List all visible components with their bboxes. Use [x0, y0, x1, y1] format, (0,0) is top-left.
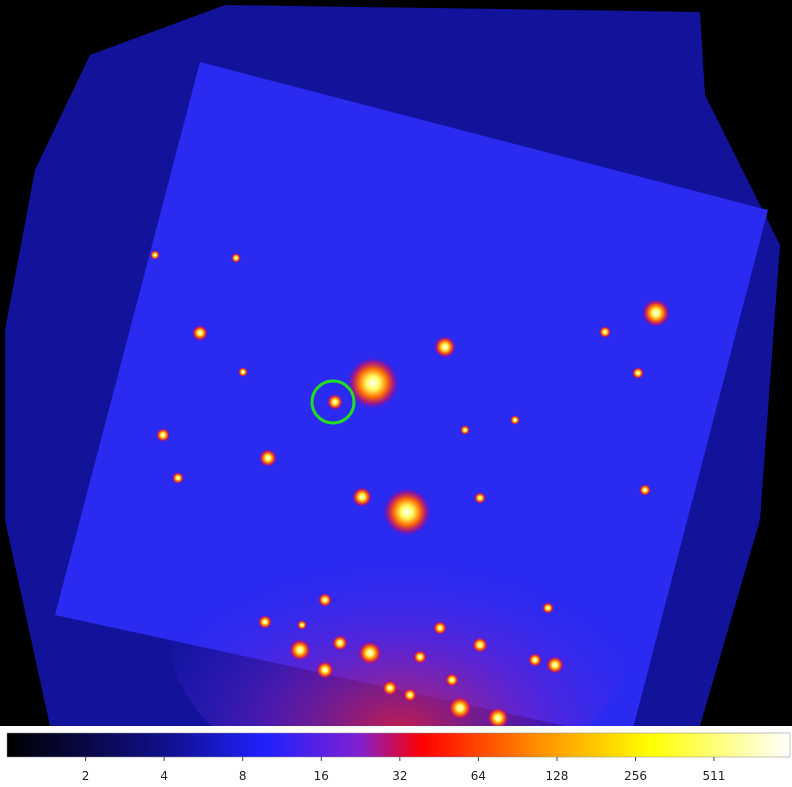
point-source	[403, 688, 417, 702]
point-source	[318, 593, 332, 607]
tick-label: 64	[471, 769, 486, 783]
point-source	[238, 367, 248, 377]
image	[0, 0, 792, 787]
point-source	[474, 492, 486, 504]
point-source	[413, 650, 427, 664]
point-source	[632, 367, 644, 379]
point-source	[528, 653, 542, 667]
point-source	[258, 615, 272, 629]
point-source	[172, 472, 184, 484]
point-source	[433, 621, 447, 635]
point-source	[472, 637, 488, 653]
point-source	[327, 394, 343, 410]
point-source	[150, 250, 160, 260]
tick-label: 511	[702, 769, 725, 783]
ds9-view: 2 4 8 16 32 64 128 256 511	[0, 0, 792, 787]
tick-label: 256	[624, 769, 647, 783]
tick-label: 16	[314, 769, 329, 783]
point-source	[156, 428, 170, 442]
point-source	[297, 620, 307, 630]
point-source	[332, 635, 348, 651]
point-source	[445, 673, 459, 687]
point-source	[383, 488, 431, 536]
point-source	[510, 415, 520, 425]
point-source	[487, 707, 509, 729]
tick-label: 2	[82, 769, 90, 783]
point-source	[642, 299, 670, 327]
point-source	[434, 336, 456, 358]
point-source	[639, 484, 651, 496]
point-source	[352, 487, 372, 507]
point-source	[316, 661, 334, 679]
point-source	[546, 656, 564, 674]
point-source	[289, 639, 311, 661]
colorbar	[7, 733, 790, 757]
tick-label: 4	[160, 769, 168, 783]
point-source	[599, 326, 611, 338]
point-source	[460, 425, 470, 435]
tick-label: 32	[392, 769, 407, 783]
point-source	[358, 641, 382, 665]
point-source	[231, 253, 241, 263]
point-source	[192, 325, 208, 341]
point-source	[382, 680, 398, 696]
point-source	[542, 602, 554, 614]
point-source	[448, 696, 472, 720]
tick-label: 8	[239, 769, 247, 783]
point-source	[259, 449, 277, 467]
page: 248163264128256511 (() => { const data =…	[0, 0, 792, 787]
tick-label: 128	[546, 769, 569, 783]
